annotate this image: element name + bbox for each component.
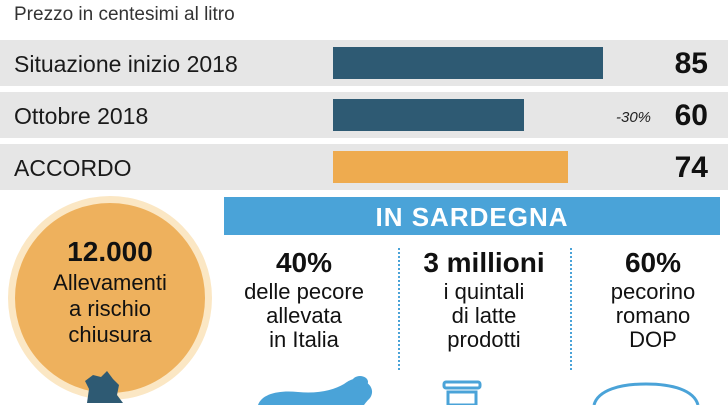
sardinia-banner: IN SARDEGNA [224, 197, 720, 235]
value-label: 85 [674, 47, 708, 80]
stat-sheep: 40% delle pecore allevata in Italia [224, 246, 384, 352]
stat-line: in Italia [269, 327, 339, 352]
column-divider [398, 248, 400, 370]
category-label: Situazione inizio 2018 [14, 51, 238, 77]
chart-row: Ottobre 2018 60 -30% [0, 92, 728, 138]
bar [333, 151, 568, 183]
value-label: 74 [674, 151, 708, 184]
subtitle: Prezzo in centesimi al litro [14, 4, 235, 25]
value-label: 60 [674, 99, 708, 132]
stat-number: 60% [624, 247, 682, 278]
stat-line: romano [615, 303, 691, 328]
stat-line: DOP [629, 327, 677, 352]
bar [333, 99, 524, 131]
stat-line: delle pecore [244, 279, 364, 304]
stat-cheese: 60% pecorino romano DOP [578, 246, 728, 352]
farms-at-risk-circle: 12.000 Allevamenti a rischio chiusura [8, 196, 212, 403]
milk-can-icon [442, 380, 482, 405]
category-label: ACCORDO [14, 155, 132, 181]
stat-number: 3 millioni [423, 247, 545, 278]
sheep-icon [258, 376, 373, 405]
stat-line: pecorino [610, 279, 696, 304]
category-label: Ottobre 2018 [14, 103, 149, 129]
sardinia-map-icon [85, 371, 123, 403]
change-annotation: -30% [616, 109, 652, 126]
farms-line: a rischio [69, 296, 151, 321]
bar [333, 47, 603, 79]
chart-row: Situazione inizio 2018 85 [0, 40, 728, 86]
farms-count: 12.000 [67, 236, 153, 267]
column-divider [570, 248, 572, 370]
cheese-icon [592, 382, 700, 405]
stat-line: di latte [451, 303, 517, 328]
stat-number: 40% [275, 247, 333, 278]
farms-line: Allevamenti [53, 270, 167, 295]
chart-row: ACCORDO 74 [0, 144, 728, 190]
stat-line: prodotti [447, 327, 521, 352]
stat-milk: 3 millioni i quintali di latte prodotti [404, 246, 564, 352]
stat-line: allevata [266, 303, 342, 328]
farms-line: chiusura [68, 322, 152, 347]
stat-line: i quintali [443, 279, 525, 304]
